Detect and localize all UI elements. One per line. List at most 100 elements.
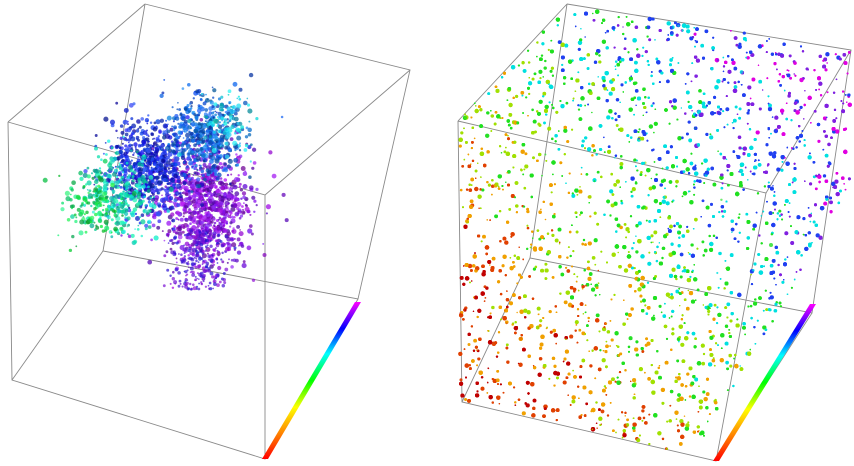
cloud-point <box>181 141 185 144</box>
cloud-point <box>205 217 212 223</box>
cloud-point <box>171 149 176 154</box>
cloud-point <box>201 274 204 277</box>
cloud-point <box>175 116 180 121</box>
cloud-point <box>192 120 195 123</box>
cloud-point <box>243 148 248 152</box>
cloud-point <box>176 152 182 158</box>
cloud-point <box>151 223 156 228</box>
cloud-point <box>179 194 183 198</box>
cloud-point <box>262 242 265 245</box>
cloud-point <box>155 188 159 192</box>
cloud-point <box>195 233 200 238</box>
cloud-point <box>93 190 97 193</box>
cloud-point <box>193 113 197 117</box>
cloud-point <box>200 169 205 174</box>
cloud-point <box>182 215 185 218</box>
cloud-point <box>120 180 124 185</box>
cloud-point <box>227 242 230 245</box>
cloud-point <box>185 132 191 138</box>
cloud-point <box>230 206 236 212</box>
cloud-point <box>187 196 192 201</box>
cloud-point <box>201 139 206 144</box>
cloud-point <box>110 182 115 188</box>
left-panel <box>7 3 411 460</box>
cloud-point <box>100 158 103 161</box>
cloud-point <box>205 247 211 252</box>
cloud-point <box>176 143 180 147</box>
cloud-point <box>127 206 131 210</box>
cloud-point <box>242 260 246 264</box>
cloud-point <box>137 191 140 194</box>
cloud-point <box>166 233 170 237</box>
cloud-point <box>91 210 95 214</box>
cloud-point <box>185 115 190 120</box>
cloud-point <box>144 204 147 207</box>
cloud-point <box>66 218 71 222</box>
cloud-point <box>124 144 128 148</box>
cloud-point <box>172 120 175 123</box>
cloud-point <box>94 134 98 137</box>
cloud-point <box>85 210 89 215</box>
cloud-point <box>116 136 119 139</box>
cloud-point <box>236 237 241 242</box>
cloud-point <box>158 188 162 192</box>
cloud-point <box>251 195 256 200</box>
cloud-point <box>226 106 231 111</box>
cloud-point <box>178 253 180 255</box>
cloud-point <box>198 231 202 234</box>
cloud-point <box>121 206 124 210</box>
cloud-point <box>720 198 723 202</box>
cloud-point <box>157 191 161 195</box>
cloud-point <box>238 244 240 247</box>
cloud-point <box>105 177 111 183</box>
cloud-point <box>120 201 124 204</box>
cloud-point <box>122 119 128 125</box>
cloud-point <box>82 203 87 207</box>
cloud-point <box>151 179 154 182</box>
cloud-point <box>120 130 125 135</box>
cloud-point <box>115 129 118 133</box>
cloud-point <box>204 238 209 243</box>
cloud-point <box>203 135 208 140</box>
cloud-point <box>127 141 130 144</box>
cloud-point <box>146 129 148 132</box>
cloud-point <box>212 287 214 290</box>
cloud-point <box>222 272 226 275</box>
cloud-point <box>222 205 224 208</box>
cloud-point <box>207 235 211 238</box>
cloud-point <box>214 113 217 117</box>
cloud-point <box>211 254 214 257</box>
cloud-point <box>60 207 65 212</box>
cloud-point <box>84 183 88 186</box>
cloud-point <box>166 182 170 186</box>
cloud-point <box>240 125 245 130</box>
cloud-point <box>176 203 181 208</box>
cloud-point <box>245 126 249 130</box>
cloud-point <box>147 209 152 214</box>
cloud-point <box>249 160 252 163</box>
cloud-point <box>217 265 222 271</box>
cloud-point <box>78 230 84 236</box>
cloud-point <box>61 201 65 205</box>
cloud-point <box>244 143 249 148</box>
cloud-point <box>210 193 214 197</box>
cloud-point <box>201 128 204 131</box>
cloud-point <box>223 118 228 122</box>
cloud-point <box>199 118 204 122</box>
cloud-point <box>140 174 146 180</box>
cloud-point <box>130 144 134 147</box>
cloud-point <box>93 221 96 224</box>
cloud-point <box>126 152 129 154</box>
cloud-point <box>229 221 233 225</box>
cloud-point <box>158 162 164 168</box>
cloud-point <box>140 219 146 225</box>
cloud-point <box>98 177 104 183</box>
cloud-point <box>194 275 197 278</box>
cloud-point <box>140 149 145 154</box>
cloud-point <box>150 167 155 172</box>
cloud-point <box>114 220 120 226</box>
cloud-point <box>209 100 214 105</box>
cloud-point <box>200 282 204 286</box>
cloud-point <box>127 205 130 208</box>
cloud-point <box>187 287 191 290</box>
